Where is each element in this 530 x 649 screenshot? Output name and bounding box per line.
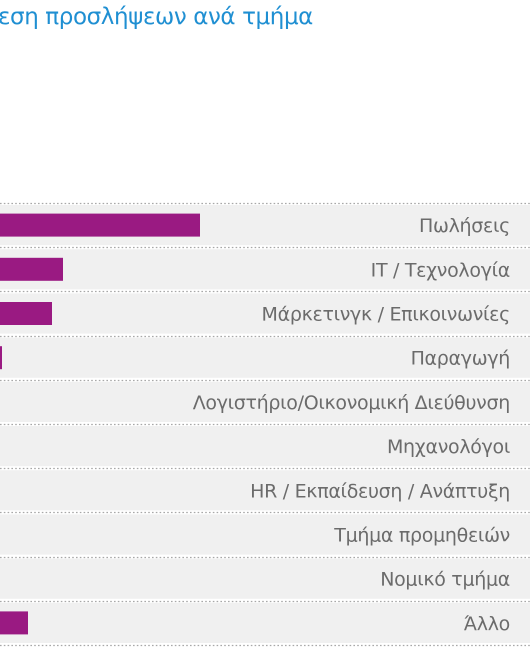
row-band: [0, 293, 530, 334]
row-band: [0, 558, 530, 599]
bar: [0, 257, 63, 281]
row-band: [0, 470, 530, 511]
bar: [0, 346, 2, 370]
category-label: Λογιστήριο/Οικονομική Διεύθυνση: [193, 392, 510, 414]
row-band: [0, 249, 530, 290]
bar: [0, 213, 200, 237]
category-label: Μάρκετινγκ / Επικοινωνίες: [262, 304, 510, 326]
category-label: Άλλο: [464, 613, 510, 635]
row-band: [0, 381, 530, 422]
bar: [0, 302, 52, 325]
category-label: Παραγωγή: [411, 348, 510, 370]
bar: [0, 611, 28, 635]
category-label: Τμήμα προμηθειών: [333, 525, 510, 547]
row-band: [0, 602, 530, 643]
row-band: [0, 426, 530, 467]
row-band: [0, 337, 530, 378]
category-label: HR / Εκπαίδευση / Ανάπτυξη: [250, 480, 510, 502]
category-label: Μηχανολόγοι: [387, 436, 510, 458]
category-label: IT / Τεχνολογία: [371, 259, 510, 281]
category-label: Πωλήσεις: [419, 215, 510, 237]
row-band: [0, 514, 530, 555]
category-label: Νομικό τμήμα: [380, 569, 510, 591]
chart-title: εση προσλήψεων ανά τμήμα: [0, 4, 313, 30]
